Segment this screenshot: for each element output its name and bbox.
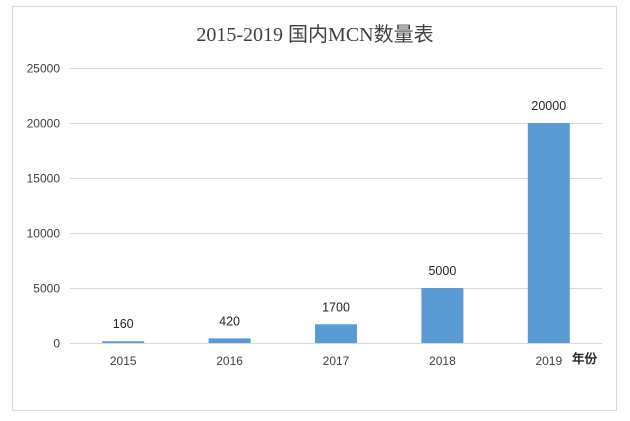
x-tick-label: 2018 <box>429 354 456 368</box>
bars <box>102 123 570 343</box>
data-label: 20000 <box>531 99 566 113</box>
y-tick-label: 0 <box>53 337 60 351</box>
x-tick-label: 2016 <box>216 354 243 368</box>
x-axis: 2015 2016 2017 2018 2019 年份 <box>110 351 598 368</box>
y-tick-label: 20000 <box>27 117 61 131</box>
x-tick-label: 2015 <box>110 354 137 368</box>
bar-2016 <box>208 338 251 343</box>
data-label: 5000 <box>428 264 456 278</box>
data-label: 1700 <box>322 300 350 314</box>
gridlines <box>70 68 602 344</box>
y-tick-label: 15000 <box>27 172 61 186</box>
x-axis-label: 年份 <box>572 351 598 366</box>
chart-title: 2015-2019 国内MCN数量表 <box>196 24 434 46</box>
bar-2015 <box>102 341 145 343</box>
x-tick-label: 2017 <box>323 354 350 368</box>
data-labels: 160 420 1700 5000 20000 <box>113 99 566 331</box>
x-tick-label: 2019 <box>535 354 562 368</box>
data-label: 420 <box>219 314 240 328</box>
y-axis: 0 5000 10000 15000 20000 25000 <box>27 62 61 351</box>
y-tick-label: 5000 <box>33 282 60 296</box>
bar-2019 <box>527 123 570 343</box>
bar-2017 <box>315 324 357 343</box>
y-tick-label: 10000 <box>27 227 61 241</box>
bar-2018 <box>421 288 464 343</box>
data-label: 160 <box>113 317 134 331</box>
y-tick-label: 25000 <box>27 62 61 76</box>
